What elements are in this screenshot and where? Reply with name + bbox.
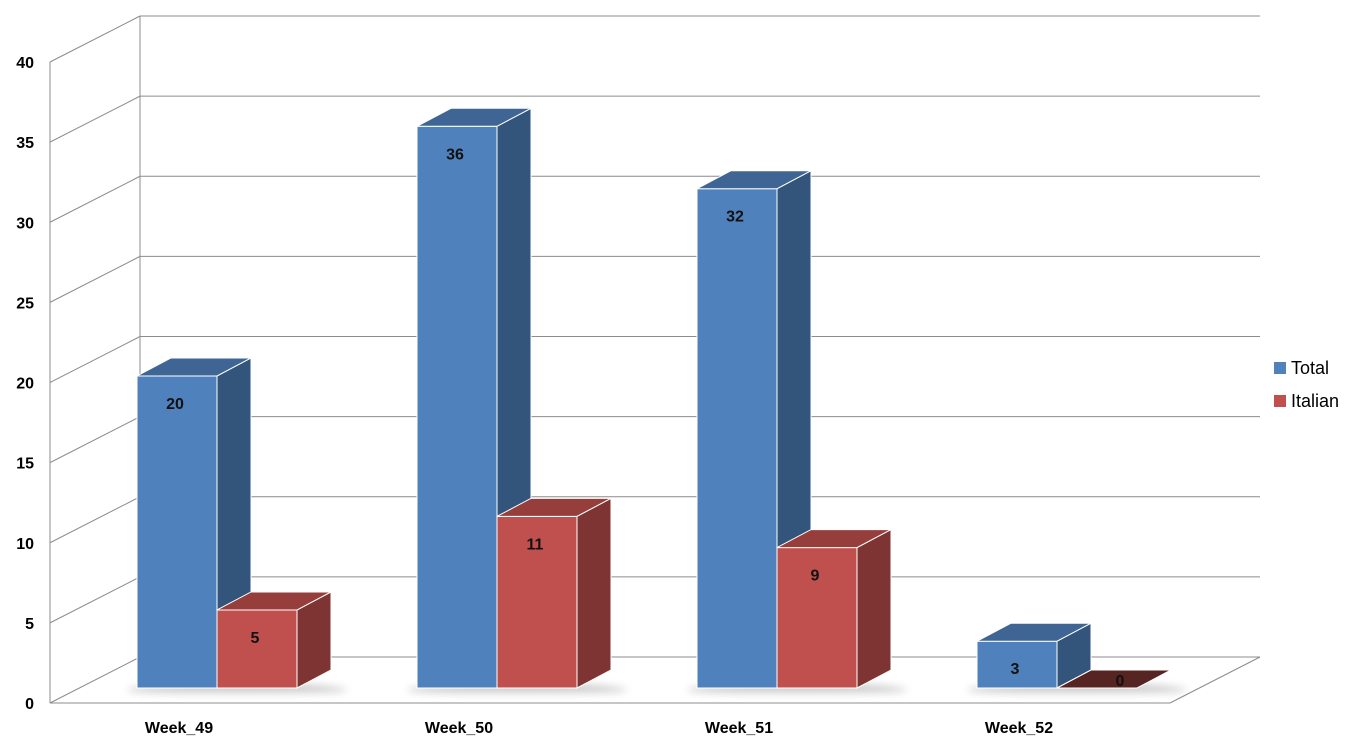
x-tick-label: Week_52: [985, 720, 1053, 737]
y-tick-label: 0: [25, 696, 34, 713]
gridline-side: [49, 175, 141, 223]
data-label: 11: [527, 536, 544, 553]
bar-front: [696, 188, 778, 689]
bar-top: [976, 622, 1092, 642]
bar-top: [1056, 669, 1172, 689]
y-tick-label: 5: [25, 616, 34, 633]
bar-front: [416, 125, 498, 689]
gridline-side: [49, 496, 141, 544]
y-tick-label: 20: [16, 376, 34, 393]
bar-italian-week_50: [496, 497, 612, 689]
bar-top: [136, 357, 252, 377]
bar-side: [576, 497, 612, 689]
y-tick-label: 25: [16, 295, 34, 312]
data-label: 36: [446, 146, 464, 163]
legend-swatch: [1274, 362, 1286, 374]
gridline-side: [49, 15, 141, 63]
legend: Total Italian: [1274, 358, 1339, 411]
data-label: 3: [1011, 661, 1020, 678]
bar-top: [696, 170, 812, 190]
gridline-side: [49, 95, 141, 143]
bars: 20 5 36 11 32 9 3 0: [127, 107, 1187, 696]
gridline-side: [49, 656, 141, 704]
y-tick-label: 30: [16, 215, 34, 232]
y-axis: 0 5 10 15 20 25 30 35 40: [16, 55, 34, 713]
bar-front: [496, 515, 578, 689]
y-tick-label: 15: [16, 456, 34, 473]
bar-front: [136, 375, 218, 689]
legend-item-total: Total: [1274, 358, 1329, 378]
bar-side: [856, 528, 892, 689]
bar-total-week_52: [976, 622, 1092, 689]
bar-top: [416, 107, 532, 127]
bar-top: [496, 497, 612, 517]
bar-top: [216, 591, 332, 611]
bar-italian-week_52: [1056, 669, 1172, 689]
data-label: 9: [811, 568, 820, 585]
bar-top: [776, 529, 892, 549]
floor-right-edge: [1169, 656, 1261, 704]
legend-swatch: [1274, 395, 1286, 407]
legend-label: Total: [1291, 358, 1329, 378]
bar-front: [216, 609, 298, 689]
data-label: 32: [726, 209, 744, 226]
bar-italian-week_51: [776, 528, 892, 689]
gridline-side: [49, 576, 141, 624]
gridline-side: [49, 336, 141, 383]
y-tick-label: 35: [16, 135, 34, 152]
bar-front: [776, 547, 858, 689]
x-tick-label: Week_49: [145, 720, 213, 737]
gridline-side: [49, 416, 141, 464]
x-axis: Week_49 Week_50 Week_51 Week_52: [145, 720, 1053, 737]
gridline-side: [49, 255, 141, 303]
legend-label: Italian: [1291, 391, 1339, 411]
bar-italian-week_49: [216, 591, 332, 689]
y-tick-label: 40: [16, 55, 34, 72]
x-tick-label: Week_50: [425, 720, 493, 737]
x-tick-label: Week_51: [705, 720, 773, 737]
bar-front: [976, 640, 1058, 689]
y-tick-label: 10: [16, 536, 34, 553]
data-label: 5: [251, 630, 260, 647]
data-label: 20: [166, 396, 184, 413]
legend-item-italian: Italian: [1274, 391, 1339, 411]
data-label: 0: [1116, 673, 1125, 690]
